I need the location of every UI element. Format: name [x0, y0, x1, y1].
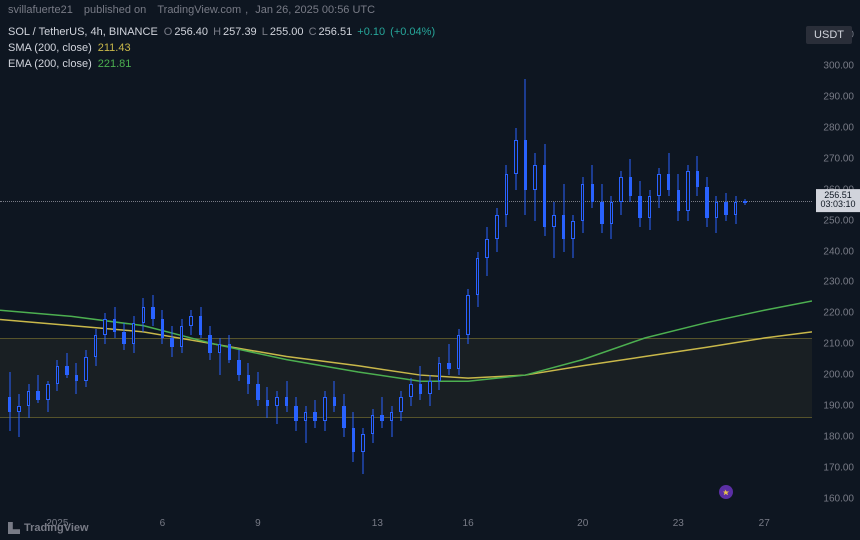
y-tick: 230.00 — [823, 277, 854, 288]
ohlc-close: 256.51 — [319, 26, 353, 38]
ohlc-change: +0.10 — [357, 26, 385, 38]
ema-line — [0, 20, 812, 514]
x-tick: 23 — [673, 518, 684, 529]
price-tag-countdown: 03:03:10 — [820, 201, 856, 211]
ema-row: EMA (200, close) 221.81 — [8, 56, 437, 72]
quote-currency-badge[interactable]: USDT — [806, 26, 852, 44]
y-tick: 290.00 — [823, 92, 854, 103]
symbol-label: SOL / TetherUS, 4h, BINANCE — [8, 26, 158, 38]
ohlc: O256.40 H257.39 L255.00 C256.51 +0.10 (+… — [164, 26, 437, 38]
watermark-text: TradingView — [24, 522, 89, 534]
x-tick: 27 — [759, 518, 770, 529]
y-tick: 270.00 — [823, 153, 854, 164]
chart-area[interactable]: SOL / TetherUS, 4h, BINANCE O256.40 H257… — [0, 20, 860, 540]
published-on: published on — [84, 4, 146, 16]
author: svillafuerte21 — [8, 4, 73, 16]
site: TradingView.com — [157, 4, 241, 16]
ema-label: EMA (200, close) — [8, 58, 92, 70]
x-tick: 16 — [463, 518, 474, 529]
sma-value: 211.43 — [98, 42, 131, 54]
ohlc-open: 256.40 — [174, 26, 208, 38]
tradingview-watermark: TradingView — [8, 522, 89, 534]
x-tick: 20 — [577, 518, 588, 529]
y-tick: 210.00 — [823, 339, 854, 350]
x-tick: 6 — [160, 518, 166, 529]
ohlc-high: 257.39 — [223, 26, 257, 38]
plot-region[interactable] — [0, 20, 812, 514]
sma-row: SMA (200, close) 211.43 — [8, 40, 437, 56]
sma-label: SMA (200, close) — [8, 42, 92, 54]
y-tick: 160.00 — [823, 493, 854, 504]
ohlc-low: 255.00 — [270, 26, 304, 38]
y-tick: 220.00 — [823, 308, 854, 319]
x-tick: 13 — [372, 518, 383, 529]
symbol-row: SOL / TetherUS, 4h, BINANCE O256.40 H257… — [8, 24, 437, 40]
x-axis[interactable]: 2025691316202327Feb — [0, 514, 812, 540]
y-axis[interactable]: 160.00 170.00 180.00 190.00 200.00 210.00 220.… — [812, 20, 860, 514]
y-tick: 240.00 — [823, 246, 854, 257]
publish-header: svillafuerte21 published on TradingView.… — [0, 0, 860, 20]
x-tick: 9 — [255, 518, 261, 529]
ohlc-pct: (+0.04%) — [390, 26, 435, 38]
y-tick: 170.00 — [823, 462, 854, 473]
y-tick: 180.00 — [823, 431, 854, 442]
y-tick: 190.00 — [823, 400, 854, 411]
info-panel: SOL / TetherUS, 4h, BINANCE O256.40 H257… — [8, 24, 437, 72]
ema-value: 221.81 — [98, 58, 132, 70]
y-tick: 250.00 — [823, 215, 854, 226]
y-tick: 280.00 — [823, 123, 854, 134]
tradingview-logo-icon — [8, 522, 20, 534]
y-tick: 200.00 — [823, 370, 854, 381]
price-tag: 256.5103:03:10 — [816, 189, 860, 213]
publish-date: Jan 26, 2025 00:56 UTC — [255, 4, 375, 16]
y-tick: 300.00 — [823, 61, 854, 72]
